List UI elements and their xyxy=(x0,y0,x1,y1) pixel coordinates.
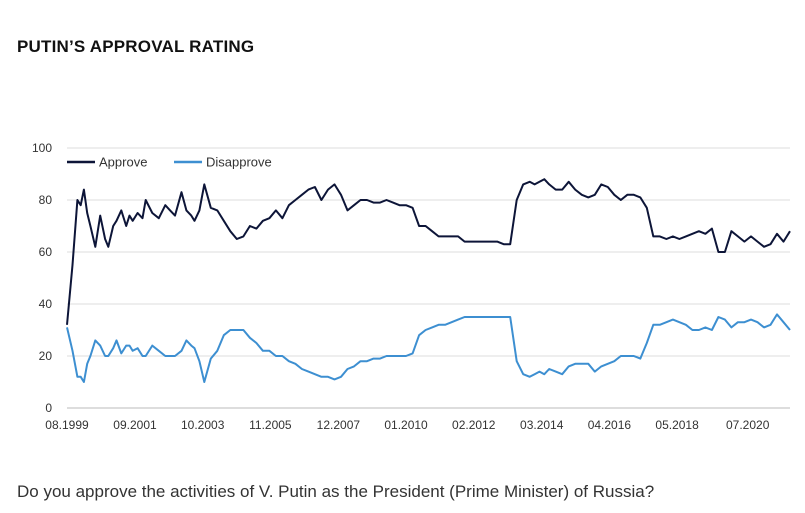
y-tick-label: 0 xyxy=(45,401,52,415)
x-tick-label: 08.1999 xyxy=(45,418,89,432)
legend-disapprove-label: Disapprove xyxy=(206,155,272,170)
legend-approve-label: Approve xyxy=(99,155,147,170)
x-tick-label: 10.2003 xyxy=(181,418,225,432)
x-tick-label: 02.2012 xyxy=(452,418,496,432)
x-axis-ticks: 08.1999 09.2001 10.2003 11.2005 12.2007 01.20… xyxy=(45,418,769,432)
survey-question: Do you approve the activities of V. Puti… xyxy=(17,482,655,501)
x-tick-label: 05.2018 xyxy=(655,418,699,432)
chart-title: PUTIN’S APPROVAL RATING xyxy=(17,37,255,56)
x-tick-label: 11.2005 xyxy=(249,418,292,432)
y-tick-label: 80 xyxy=(39,193,53,207)
y-axis-ticks: 0 20 40 60 80 100 xyxy=(32,141,52,415)
y-tick-label: 100 xyxy=(32,141,52,155)
x-tick-label: 01.2010 xyxy=(384,418,428,432)
x-tick-label: 07.2020 xyxy=(726,418,770,432)
x-tick-label: 12.2007 xyxy=(317,418,361,432)
approval-chart: 0 20 40 60 80 100 08.1999 09.2001 10.2003 11.200… xyxy=(32,141,791,432)
series-line-approve xyxy=(66,178,791,325)
x-tick-label: 09.2001 xyxy=(113,418,157,432)
series-line-disapprove xyxy=(66,313,791,383)
series-lines xyxy=(66,178,791,383)
legend: Approve Disapprove xyxy=(67,155,272,170)
y-tick-label: 40 xyxy=(39,297,53,311)
gridlines xyxy=(67,147,790,357)
x-tick-label: 03.2014 xyxy=(520,418,564,432)
y-tick-label: 20 xyxy=(39,349,53,363)
y-tick-label: 60 xyxy=(39,245,53,259)
x-tick-label: 04.2016 xyxy=(588,418,632,432)
